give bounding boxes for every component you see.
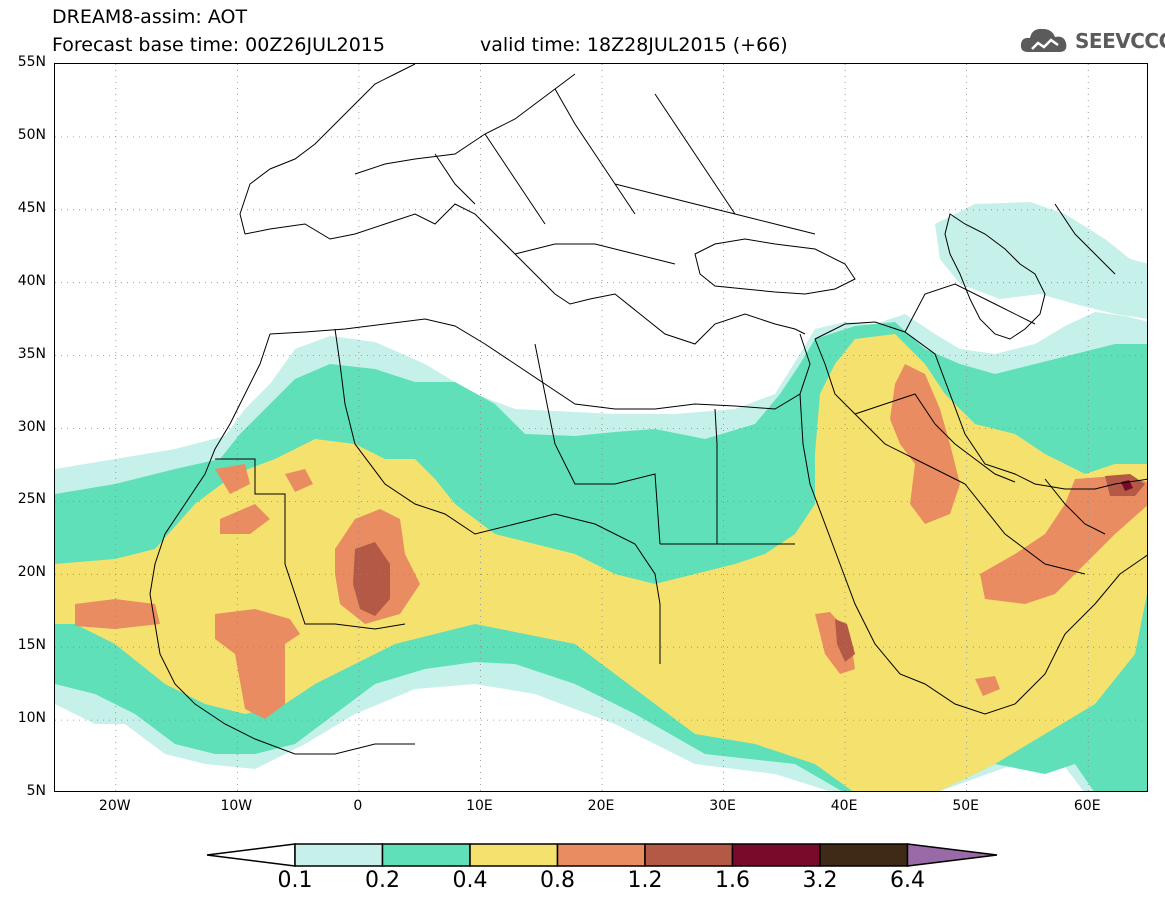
- latitude-label: 50N: [17, 126, 46, 143]
- latitude-label: 10N: [17, 710, 46, 727]
- colorbar-segment: [556, 843, 646, 867]
- aot-band-0.1-caspian: [935, 202, 1147, 319]
- colorbar-label: 0.1: [277, 868, 313, 893]
- longitude-label: 40E: [830, 798, 858, 814]
- longitude-label: 30E: [709, 798, 736, 814]
- latitude-label: 55N: [17, 54, 46, 70]
- border-europe: [434, 88, 816, 265]
- colorbar-label: 0.8: [540, 868, 575, 893]
- latitude-label: 30N: [17, 418, 46, 435]
- graticule: [55, 64, 1147, 791]
- colorbar-label: 0.4: [452, 868, 488, 893]
- longitude-label: 0: [353, 798, 363, 814]
- colorbar-label: 0.2: [365, 868, 400, 893]
- border-middle-east: [814, 203, 1116, 575]
- forecast-base-time: Forecast base time: 00Z26JUL2015: [52, 34, 385, 56]
- colorbar-segment: [381, 843, 471, 867]
- latitude-label: 45N: [17, 199, 46, 216]
- aot-band-0.8-iraq: [890, 364, 960, 524]
- longitude-label: 60E: [1073, 798, 1101, 814]
- coastline-caspian: [944, 213, 1046, 340]
- coastlines-borders: [149, 64, 1147, 755]
- colorbar: [206, 843, 998, 867]
- longitude-label: 10E: [466, 798, 493, 814]
- colorbar-label: 1.6: [715, 868, 750, 893]
- latitude-label: 20N: [17, 564, 46, 581]
- latitude-label: 40N: [17, 272, 46, 289]
- border-north-africa: [215, 328, 795, 664]
- aot-band-0.8-sahara-west: [215, 464, 313, 534]
- colorbar-segment: [819, 843, 909, 867]
- colorbar-segment: [644, 843, 734, 867]
- aot-field: [55, 202, 1147, 791]
- coastline-arabia: [814, 321, 1147, 490]
- latitude-label: 25N: [17, 491, 46, 508]
- longitude-label: 10W: [220, 798, 253, 814]
- aot-field-svg: [55, 64, 1147, 791]
- latitude-label: 35N: [17, 345, 46, 362]
- coastline-africa-west: [149, 333, 415, 755]
- aot-band-0.8-mauritania: [75, 599, 160, 629]
- colorbar-low-arrow: [206, 843, 296, 867]
- coastline-mediterranean: [244, 203, 811, 410]
- aot-map: [54, 63, 1148, 792]
- colorbar-segment: [294, 843, 384, 867]
- map-title: DREAM8-assim: AOT: [52, 6, 248, 28]
- latitude-label: 15N: [17, 637, 46, 654]
- longitude-label: 20W: [98, 798, 131, 814]
- seevccc-logo: SEEVCCC: [1018, 22, 1165, 58]
- colorbar-label: 1.2: [627, 868, 663, 893]
- coastline-black-sea: [694, 238, 856, 295]
- colorbar-segment: [469, 843, 559, 867]
- colorbar-label: 3.2: [802, 868, 838, 893]
- valid-time: valid time: 18Z28JUL2015 (+66): [480, 34, 788, 56]
- coastline-red-sea: [799, 393, 1147, 715]
- latitude-label: 5N: [26, 783, 46, 799]
- coastline-persian-gulf: [934, 423, 1106, 535]
- coastline-europe-atlantic: [239, 64, 576, 235]
- cloud-logo-icon: [1020, 28, 1067, 52]
- longitude-label: 50E: [952, 798, 979, 814]
- colorbar-high-arrow: [906, 843, 998, 867]
- aot-band-0.8-sahel: [215, 609, 300, 719]
- logo-text: SEEVCCC: [1075, 29, 1165, 53]
- longitude-label: 20E: [587, 798, 615, 814]
- aot-band-1.2-mali-core: [353, 542, 390, 616]
- aot-band-0.8-arabia-south: [980, 476, 1147, 604]
- colorbar-segment: [731, 843, 821, 867]
- colorbar-label: 6.4: [890, 868, 925, 893]
- aot-band-0.4: [55, 334, 1147, 791]
